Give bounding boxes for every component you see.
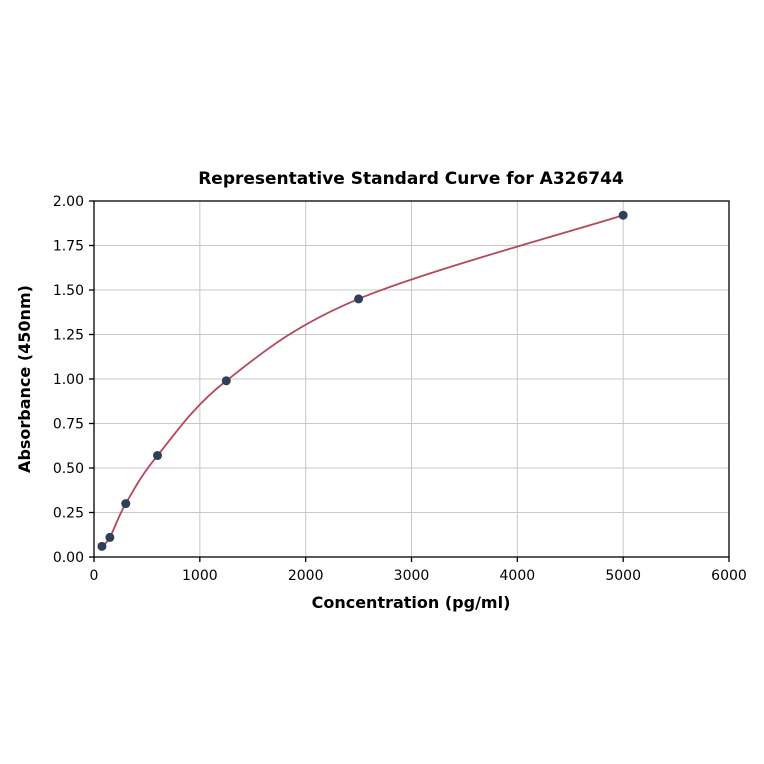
- fitted-curve: [101, 214, 624, 547]
- chart-title: Representative Standard Curve for A32674…: [198, 169, 624, 189]
- data-point: [105, 532, 115, 542]
- y-tick-label: 0.25: [53, 506, 84, 522]
- grid-layer: [93, 200, 730, 558]
- y-tick-label: 0.00: [53, 550, 84, 566]
- data-point: [121, 499, 131, 509]
- data-layer: [97, 210, 628, 551]
- x-tick-label: 4000: [500, 568, 536, 584]
- x-tick-label: 2000: [288, 568, 324, 584]
- x-tick-label: 3000: [394, 568, 430, 584]
- y-tick-label: 1.25: [53, 328, 84, 344]
- y-tick-label: 1.00: [53, 372, 84, 388]
- y-tick-label: 1.50: [53, 283, 84, 299]
- y-axis-label: Absorbance (450nm): [15, 285, 34, 473]
- tick-layer: 0 1000 2000 3000 4000 5000 6000 0.00 0.25 0.50 0.7…: [53, 194, 747, 584]
- data-point: [97, 541, 107, 551]
- data-point: [354, 294, 364, 304]
- y-tick-label: 0.50: [53, 461, 84, 477]
- x-tick-label: 5000: [605, 568, 641, 584]
- y-tick-label: 0.75: [53, 417, 84, 433]
- data-point: [618, 210, 628, 220]
- x-tick-label: 1000: [182, 568, 218, 584]
- x-tick-label: 0: [90, 568, 99, 584]
- data-point: [221, 376, 231, 386]
- x-axis-label: Concentration (pg/ml): [312, 593, 511, 612]
- data-point: [153, 451, 162, 461]
- x-tick-label: 6000: [711, 568, 747, 584]
- y-tick-label: 1.75: [53, 239, 84, 255]
- y-tick-label: 2.00: [53, 194, 84, 210]
